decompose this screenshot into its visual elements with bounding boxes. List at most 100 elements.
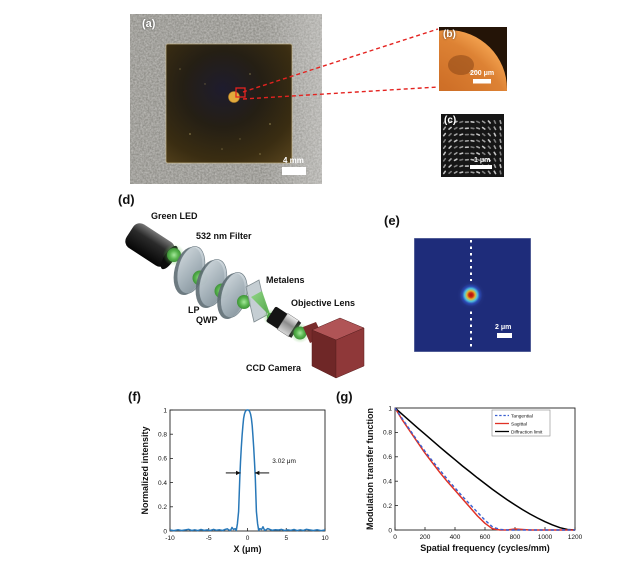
x-tick-label: 1000: [538, 534, 553, 541]
metalens-sample-square: [165, 43, 293, 164]
y-tick-label: 0.2: [383, 503, 392, 510]
nanopillar: [464, 133, 470, 136]
nanopillar: [459, 139, 464, 143]
ccd-camera: [303, 317, 365, 379]
nanopillar: [464, 139, 470, 142]
nanopillar: [453, 139, 458, 143]
beam-bead: [293, 326, 307, 340]
x-tick-label: 0: [393, 534, 397, 541]
y-tick-label: 0.4: [383, 479, 392, 486]
legend-entry-label: Sagittal: [511, 421, 527, 427]
nanopillar: [493, 157, 497, 162]
x-tick-label: 200: [420, 534, 431, 541]
y-axis-label: Normalized intensity: [140, 426, 150, 514]
converging-beam-cone: [251, 291, 271, 317]
nanopillar: [442, 120, 447, 124]
nanopillar: [499, 126, 502, 131]
panel-d-label: (d): [118, 192, 135, 207]
nanopillar: [459, 171, 464, 174]
nanopillar: [499, 119, 502, 125]
y-tick-label: 0.6: [383, 454, 392, 461]
nanopillar: [459, 127, 464, 130]
nanopillar: [499, 151, 502, 156]
panel-c-image: [441, 114, 504, 177]
nanopillar: [448, 170, 452, 175]
y-axis-label: Modulation transfer function: [365, 408, 375, 530]
nanopillar: [464, 152, 469, 155]
legend-entry-label: Diffraction limit: [511, 429, 543, 435]
nanopillar: [476, 127, 481, 130]
nanopillar: [453, 126, 458, 130]
nanopillar: [493, 126, 497, 131]
nanopillar: [487, 158, 492, 162]
nanopillar: [481, 170, 486, 175]
nanopillar: [442, 164, 447, 169]
nanopillar: [453, 145, 458, 149]
fwhm-annotation-text: 3.02 μm: [272, 458, 296, 465]
x-tick-label: 5: [284, 535, 288, 542]
x-axis-label: Spatial frequency (cycles/mm): [420, 543, 550, 553]
nanopillar: [464, 121, 470, 123]
panel-b-image: [439, 27, 507, 91]
filter-label: 532 nm Filter: [196, 231, 252, 241]
nanopillar: [464, 127, 470, 130]
nanopillar: [453, 164, 458, 168]
nanopillar: [470, 127, 475, 130]
panel-d-schematic: [125, 223, 365, 379]
nanopillar: [464, 165, 470, 167]
panel-e-label: (e): [384, 213, 400, 228]
panel-b-micrograph: (b) 200 μm: [439, 27, 507, 91]
nanopillar: [493, 151, 497, 156]
nanopillar: [481, 120, 486, 124]
nanopillar: [481, 158, 486, 162]
nanopillar: [448, 120, 452, 124]
nanopillar: [459, 120, 464, 124]
panel-a-label: (a): [142, 18, 156, 30]
nanopillar: [476, 158, 481, 162]
nanopillar: [476, 120, 481, 124]
nanopillar: [493, 170, 497, 175]
nanopillar: [476, 171, 481, 174]
x-tick-label: 400: [450, 534, 461, 541]
panel-g-chart: 0 200 400 600 800 1000 1200 0 0.2 0.4 0.6 0.8 1 Spati…: [365, 405, 583, 553]
nanopillar: [442, 138, 447, 143]
nanopillar: [499, 170, 502, 175]
panel-e-scalebar-text: 2 μm: [495, 324, 512, 331]
nanopillar: [499, 157, 502, 162]
nanopillar: [448, 151, 452, 156]
nanopillar: [448, 164, 452, 168]
beam-bead: [237, 295, 251, 309]
panel-b-scalebar-rect: [473, 79, 491, 84]
nanopillar: [459, 145, 464, 149]
nanopillar: [470, 158, 475, 161]
panel-c-sem: (c) 1 μm: [441, 114, 504, 177]
nanopillar: [481, 126, 486, 130]
fwhm-arrowhead: [236, 470, 241, 476]
x-tick-label: 1200: [568, 534, 583, 541]
nanopillar: [464, 158, 470, 161]
panel-a-photo: (a) 4 mm: [130, 14, 322, 184]
nanopillar: [493, 145, 497, 150]
nanopillar: [453, 151, 458, 156]
beam-bead: [167, 248, 181, 262]
panel-f-label: (f): [128, 389, 141, 404]
nanopillar: [476, 152, 481, 155]
series-tangential: [394, 407, 575, 531]
callout-line-bottom: [242, 86, 439, 100]
objective-lens-label: Objective Lens: [291, 298, 356, 308]
panel-c-label: (c): [444, 115, 457, 126]
y-tick-label: 0.8: [158, 432, 167, 439]
nanopillar: [476, 145, 481, 149]
nanopillar: [470, 171, 475, 174]
x-tick-label: 10: [321, 535, 329, 542]
panel-a-scalebar-text: 4 mm: [283, 156, 304, 165]
x-tick-label: 800: [510, 534, 521, 541]
nanopillar: [448, 132, 452, 137]
nanopillar: [499, 138, 502, 143]
nanopillar: [453, 158, 458, 162]
nanopillar: [459, 164, 464, 168]
metalens-label: Metalens: [266, 275, 305, 285]
nanopillar: [487, 151, 491, 156]
panel-c-scalebar-rect: [470, 165, 492, 169]
